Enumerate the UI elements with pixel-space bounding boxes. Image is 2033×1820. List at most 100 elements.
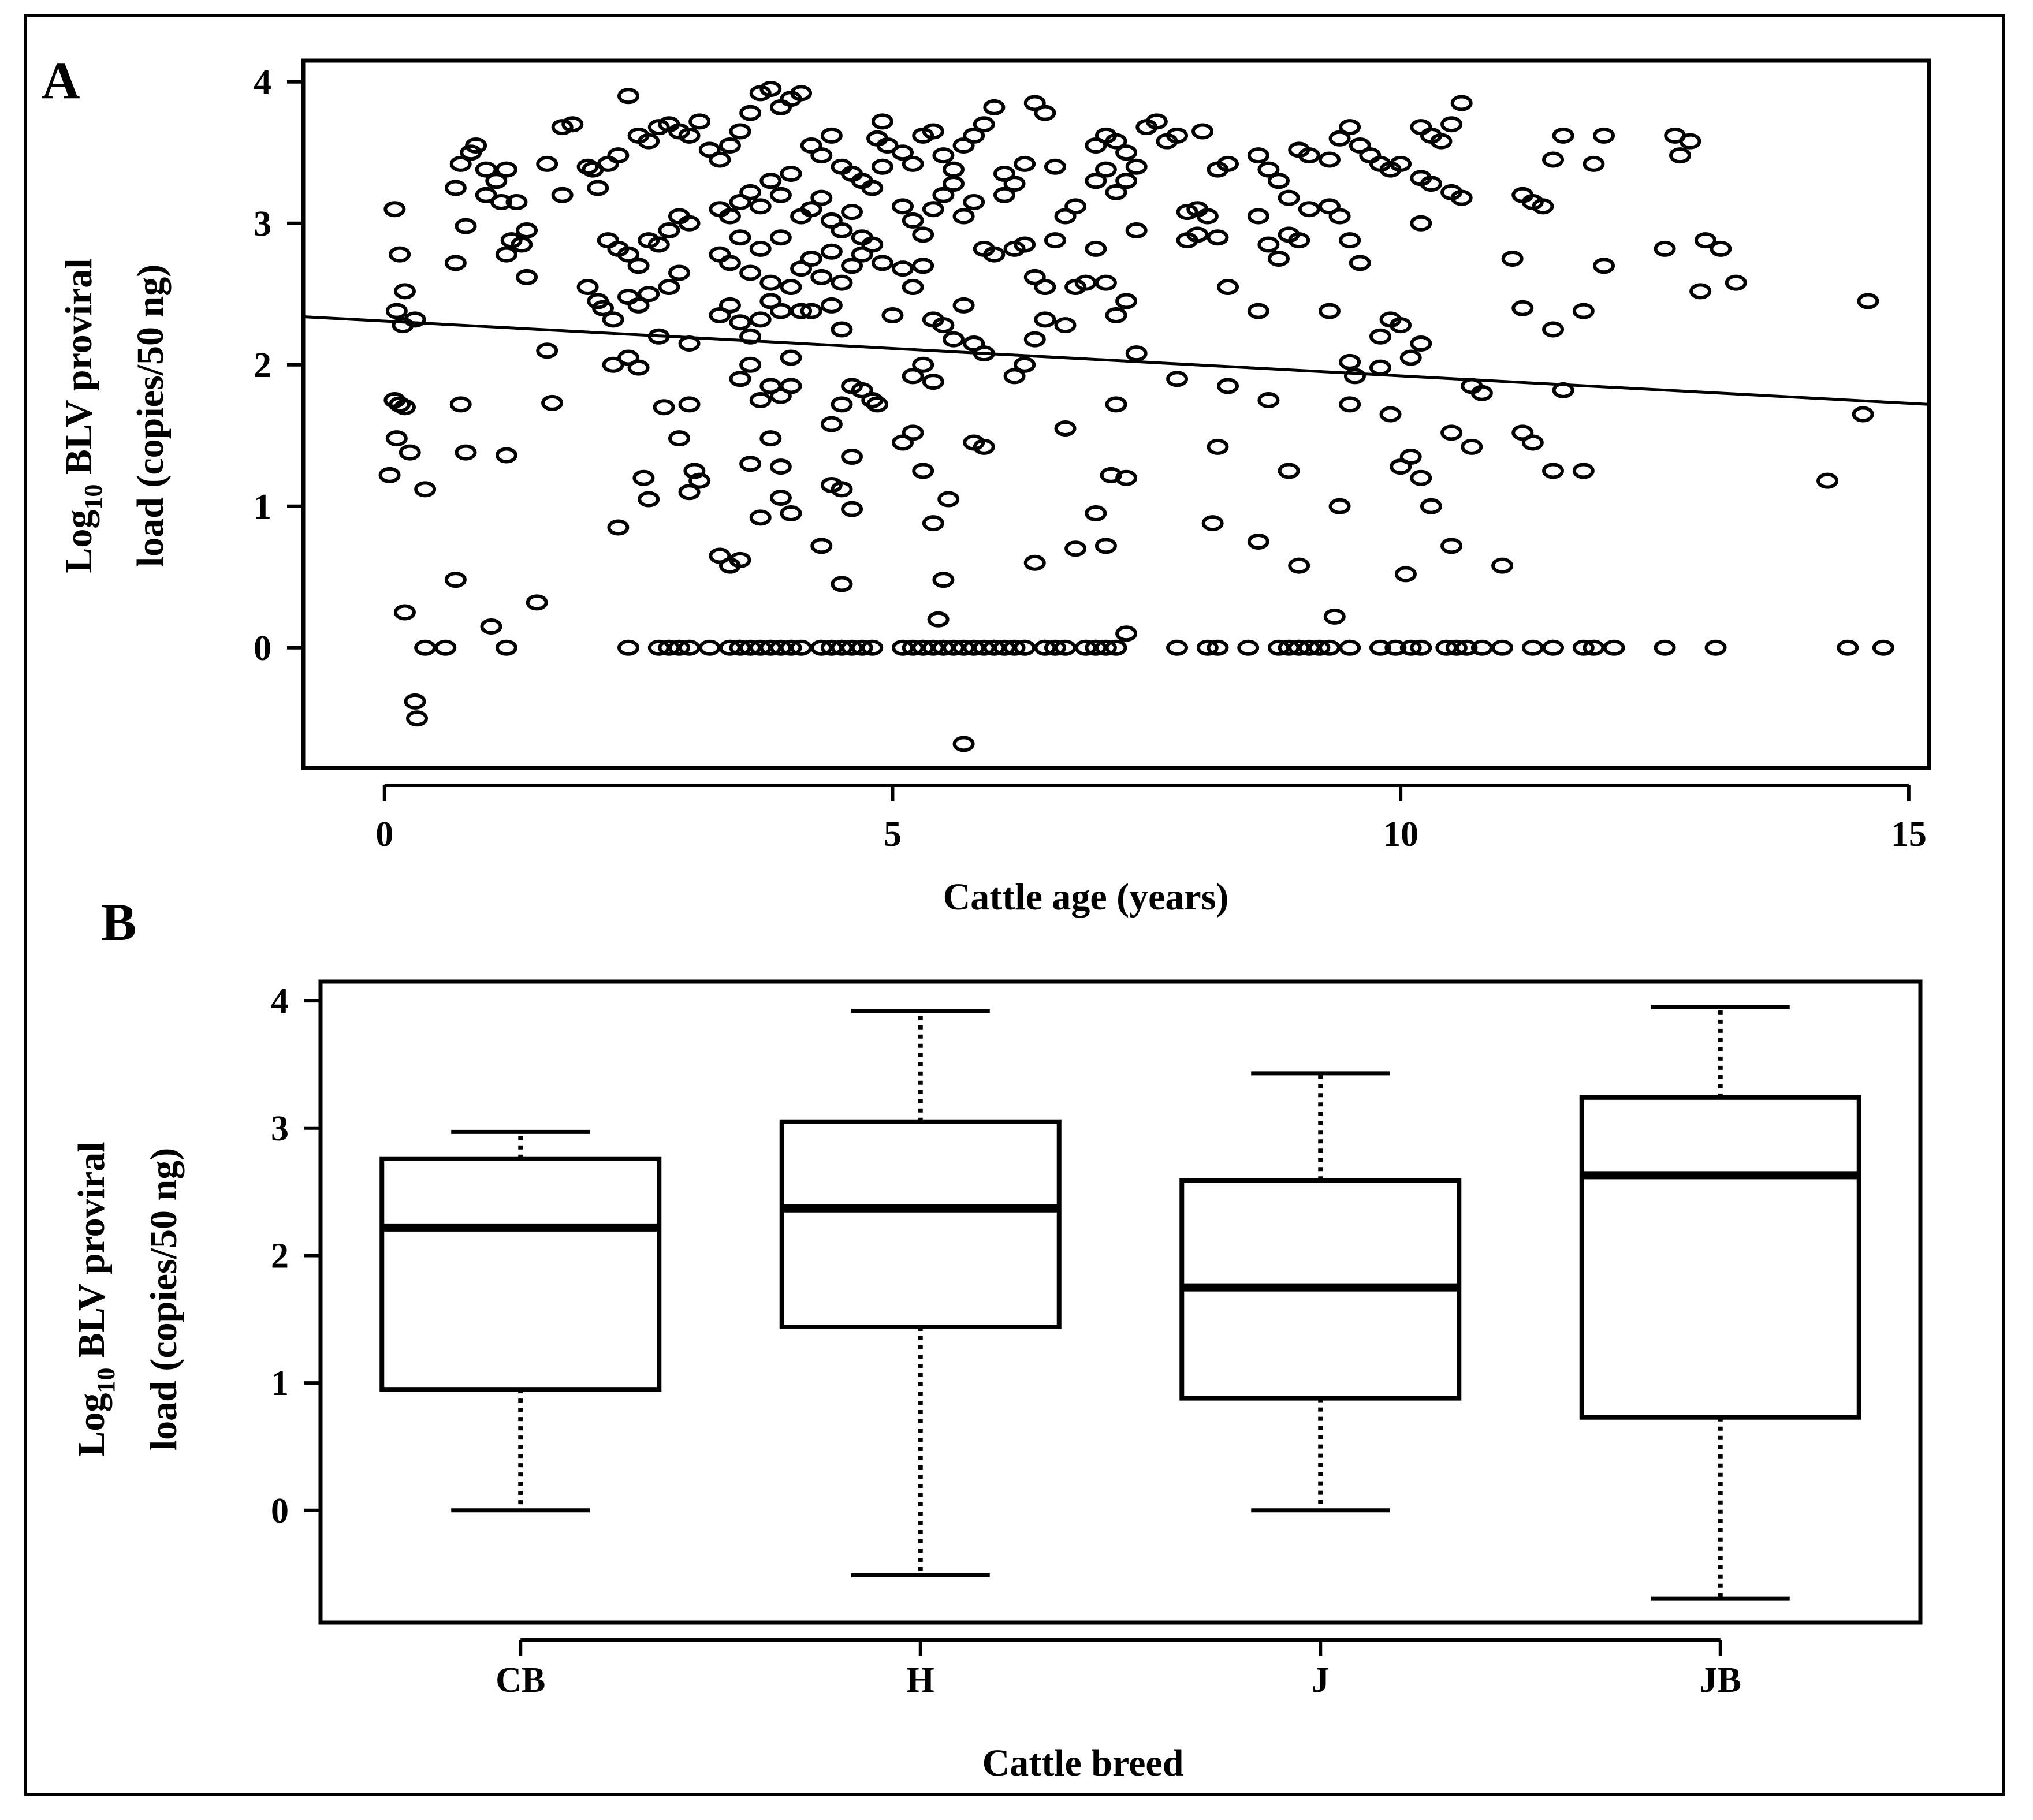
data-point [536, 342, 558, 359]
data-point [1125, 222, 1148, 238]
data-point [759, 378, 782, 394]
data-point [658, 639, 680, 656]
data-point [561, 116, 584, 133]
panel-b-y-axis-title-line1: Log10 BLV proviral [70, 1142, 120, 1456]
data-point [1390, 317, 1412, 334]
data-point [1298, 147, 1320, 164]
data-point [1339, 396, 1361, 413]
data-point [810, 189, 833, 206]
data-point [444, 180, 467, 196]
data-point [739, 456, 762, 472]
data-point [1491, 557, 1514, 574]
data-point [1034, 311, 1056, 328]
data-point [1054, 639, 1077, 656]
panel-b-boxplot: B 0 1 2 3 4 CB H J JB Cattle breed Log10 BLV pr… [70, 893, 1923, 1784]
panel-a-scatter: A 0 1 2 3 4 0 5 10 15 Cattle age (years) Log10 … [42, 51, 1931, 918]
data-point [658, 279, 680, 295]
data-point [1349, 255, 1371, 271]
data-point [1217, 155, 1239, 172]
data-point [1054, 420, 1077, 437]
data-point [393, 283, 416, 300]
panel-a-y-axis-title-line1: Log10 BLV proviral [58, 258, 107, 573]
data-point [1023, 268, 1046, 285]
data-point [780, 349, 802, 366]
data-point [1064, 540, 1087, 557]
data-point [973, 639, 995, 656]
panel-a-y-axis-title-line2: load (copies/50 ng) [129, 264, 172, 567]
data-point [780, 378, 802, 394]
data-point [912, 226, 934, 243]
data-point [647, 639, 670, 656]
data-point [1166, 639, 1189, 656]
data-point [922, 515, 944, 532]
data-point [952, 208, 975, 225]
data-point [1288, 232, 1310, 249]
data-point [1278, 463, 1300, 479]
data-point [444, 255, 467, 271]
data-point [1384, 639, 1407, 656]
data-point [993, 166, 1015, 182]
panel-b-y-tick-label: 2 [271, 1236, 289, 1276]
data-point [495, 639, 517, 656]
data-point [932, 317, 955, 334]
data-point [729, 229, 751, 246]
data-point [810, 639, 833, 656]
data-point [638, 133, 660, 150]
data-point [709, 307, 731, 323]
data-point [902, 155, 924, 172]
panel-a-label: A [42, 51, 80, 110]
data-point [902, 279, 924, 295]
data-point [769, 458, 792, 475]
data-point [1247, 208, 1269, 225]
data-point [892, 639, 914, 656]
data-point [1379, 406, 1402, 423]
data-point [658, 222, 680, 238]
data-point [511, 236, 533, 253]
data-point [1201, 515, 1224, 532]
data-point [759, 639, 782, 656]
data-point [449, 155, 472, 172]
data-point [1257, 236, 1280, 253]
data-point [526, 594, 548, 611]
panel-b-x-tick-label: JB [1700, 1661, 1741, 1700]
data-point [912, 463, 934, 479]
data-point [881, 307, 904, 323]
data-point [1186, 226, 1209, 243]
data-point [406, 710, 429, 727]
data-point [1816, 472, 1839, 489]
data-point [576, 279, 599, 295]
data-point [1298, 201, 1320, 218]
data-point [943, 639, 965, 656]
data-point [759, 173, 782, 189]
data-point [393, 604, 416, 621]
panel-b-x-tick-label: H [907, 1661, 934, 1700]
data-point [892, 434, 914, 451]
data-point [1583, 155, 1605, 172]
data-point [1470, 385, 1493, 401]
data-point [729, 639, 751, 656]
data-point [1125, 158, 1148, 175]
data-point [678, 127, 701, 144]
data-point [932, 572, 955, 588]
data-point [1217, 279, 1239, 295]
data-point [1217, 378, 1239, 394]
data-point [739, 264, 762, 281]
data-point [465, 137, 487, 154]
data-point [1268, 251, 1290, 267]
data-point [1328, 208, 1351, 225]
panel-b-ylabel-suffix: BLV proviral [70, 1142, 113, 1367]
data-point [709, 547, 731, 564]
data-point [1328, 130, 1351, 147]
data-point [922, 201, 944, 218]
panel-a-x-axis-title: Cattle age (years) [943, 876, 1229, 918]
data-point [698, 639, 721, 656]
data-point [1003, 176, 1026, 192]
data-point [729, 371, 751, 387]
data-point [1710, 240, 1732, 257]
data-point [1003, 368, 1026, 385]
data-point [1532, 198, 1554, 215]
data-point [617, 88, 639, 105]
data-point [1207, 639, 1229, 656]
data-point [1115, 144, 1138, 161]
panel-b-y-axis-title-line2: load (copies/50 ng) [143, 1148, 185, 1450]
